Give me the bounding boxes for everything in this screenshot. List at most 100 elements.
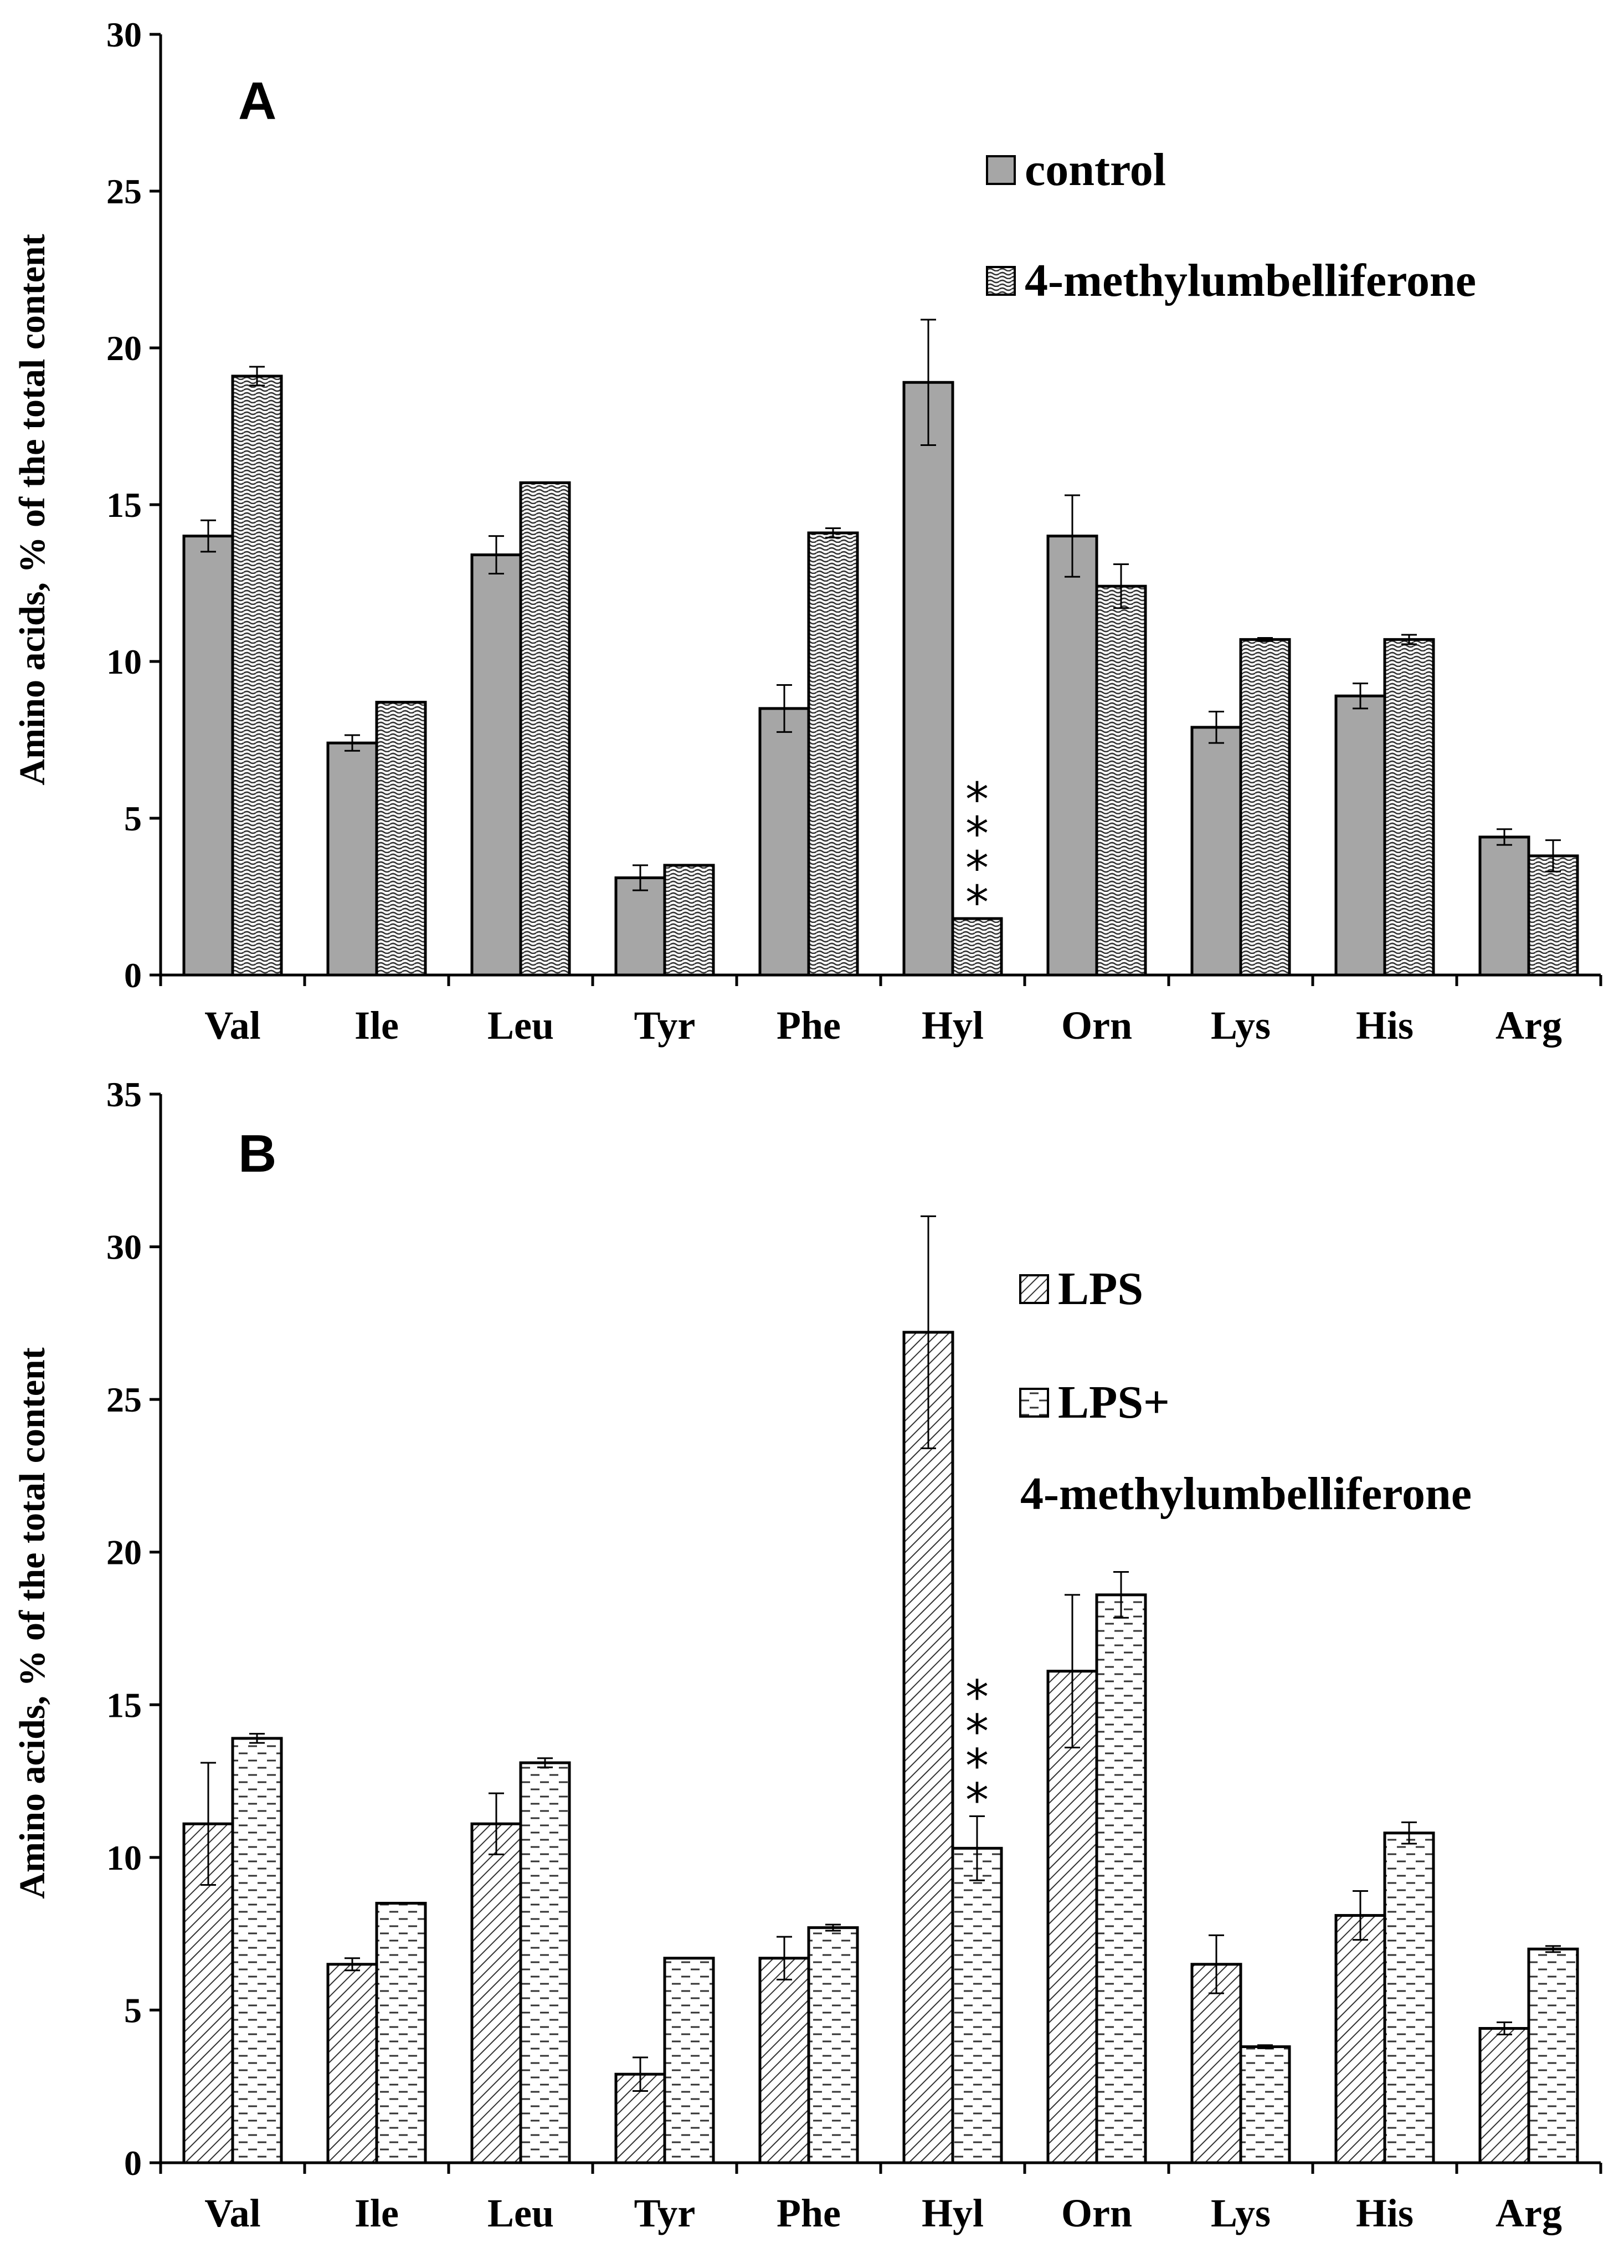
bar-grey-lys [1190,726,1242,977]
bar-diagonal-orn [1046,1670,1098,2164]
y-tick-label: 10 [106,642,142,681]
category-label: Val [204,2191,260,2235]
bar-diagonal-ile [326,1963,378,2164]
category-label: Ile [354,1003,399,1048]
category-label: Phe [777,1003,841,1048]
bar-wave-ile [375,701,427,977]
bar-diagonal-arg [1478,2026,1530,2164]
bar-dashes-tyr [663,1957,715,2164]
bar-grey-hyl [902,381,954,977]
y-tick-label: 5 [124,799,142,838]
panel-b-chart: B Amino acids, % of the total content 0 5… [12,1075,1602,2235]
y-tick-label: 0 [124,2143,142,2183]
bar-grey-arg [1478,835,1530,977]
bar-dashes-val [231,1737,283,2164]
legend-swatch-4mu [986,266,1016,296]
legend-label-lps-4mu-line2: 4-methylumbelliferone [1020,1468,1472,1520]
bar-grey-orn [1046,535,1098,977]
bar-wave-orn [1095,584,1147,977]
bar-wave-tyr [663,864,715,977]
panel-b-label: B [238,1124,276,1183]
y-tick-label: 25 [106,1380,142,1419]
significance-star: * [965,807,989,861]
y-tick-label: 25 [106,172,142,211]
category-label: Arg [1495,1003,1562,1048]
category-label: Leu [487,1003,554,1048]
panel-b-legend: LPS LPS+ 4-methylumbelliferone [1019,1263,1472,1520]
bar-grey-leu [470,553,522,977]
bar-grey-tyr [614,876,666,977]
category-label: His [1356,2191,1414,2235]
panel-b-category-labels: Val Ile Leu Tyr Phe Hyl Orn Lys His Arg [204,2191,1562,2235]
category-label: Lys [1211,2191,1271,2235]
panel-a-y-axis-title: Amino acids, % of the total content [12,234,53,785]
panel-a-bars [182,319,1579,977]
category-label: Hyl [922,2191,984,2235]
bar-dashes-orn [1095,1593,1147,2164]
bar-grey-val [182,535,234,977]
bar-diagonal-phe [758,1957,810,2164]
category-label: Tyr [634,1003,696,1048]
bar-dashes-lys [1239,2045,1291,2164]
significance-star: * [965,875,989,930]
bar-dashes-arg [1527,1947,1579,2164]
y-tick-label: 30 [106,15,142,54]
panel-b-annotations: **** [965,1670,989,1827]
bar-wave-his [1383,638,1435,977]
y-tick-label: 10 [106,1838,142,1877]
significance-star: * [965,1738,989,1793]
panel-a-label: A [238,71,276,131]
bar-grey-phe [758,707,810,977]
category-label: Phe [777,2191,841,2235]
panel-b-y-axis-title: Amino acids, % of the total content [12,1347,53,1898]
bar-diagonal-lys [1190,1963,1242,2164]
category-label: Orn [1061,2191,1132,2235]
y-tick-label: 20 [106,329,142,368]
panel-a-category-labels: Val Ile Leu Tyr Phe Hyl Orn Lys His Arg [204,1003,1562,1048]
bar-dashes-phe [807,1926,859,2164]
y-tick-label: 15 [106,1685,142,1725]
bar-grey-his [1334,694,1386,977]
bar-wave-val [231,374,283,977]
significance-star: * [965,1670,989,1724]
panel-b-bars [182,1215,1579,2164]
significance-star: * [965,1773,989,1827]
bar-wave-hyl [951,917,1003,977]
bar-diagonal-leu [470,1822,522,2164]
bar-diagonal-hyl [902,1331,954,2164]
category-label: Arg [1495,2191,1562,2235]
significance-star: * [965,1704,989,1758]
y-tick-label: 0 [124,956,142,995]
category-label: Ile [354,2191,399,2235]
y-tick-label: 35 [106,1075,142,1114]
bar-wave-arg [1527,854,1579,977]
category-label: Leu [487,2191,554,2235]
bar-wave-leu [519,481,571,977]
y-tick-label: 30 [106,1228,142,1267]
bar-wave-lys [1239,638,1291,977]
category-label: Tyr [634,2191,696,2235]
y-tick-label: 5 [124,1990,142,2030]
bar-dashes-ile [375,1902,427,2164]
category-label: Hyl [922,1003,984,1048]
significance-star: * [965,841,989,895]
y-tick-label: 15 [106,485,142,525]
bar-dashes-leu [519,1761,571,2164]
significance-star: * [965,772,989,827]
legend-label-control: control [1025,144,1166,196]
legend-swatch-lps-4mu [1019,1388,1049,1418]
panel-a-chart: A Amino acids, % of the total content 0 5… [12,15,1602,1048]
legend-label-lps: LPS [1058,1263,1143,1315]
bar-diagonal-his [1334,1914,1386,2164]
category-label: Orn [1061,1003,1132,1048]
category-label: Val [204,1003,260,1048]
bar-dashes-hyl [951,1846,1003,2164]
legend-swatch-lps [1019,1274,1049,1304]
panel-a-legend: control 4-methylumbelliferone [986,144,1476,306]
category-label: Lys [1211,1003,1271,1048]
bar-grey-ile [326,741,378,977]
category-label: His [1356,1003,1414,1048]
bar-wave-phe [807,531,859,977]
panel-a-annotations: **** [965,772,989,930]
